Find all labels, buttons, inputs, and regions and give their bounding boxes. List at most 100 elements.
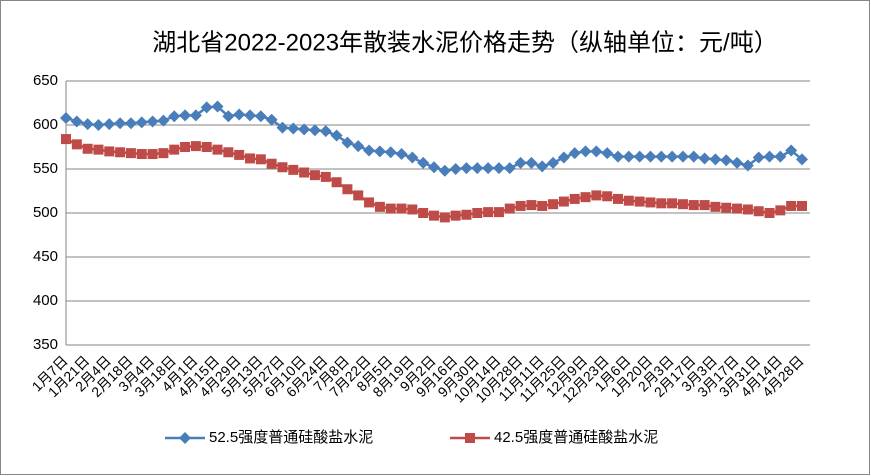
y-tick-label: 500 (33, 204, 58, 221)
marker (721, 202, 732, 213)
marker (266, 158, 277, 169)
y-tick-label: 650 (33, 72, 58, 89)
marker (514, 156, 527, 169)
marker (146, 115, 159, 128)
marker (536, 160, 549, 173)
marker (687, 150, 700, 163)
marker (471, 162, 484, 175)
y-tick-label: 400 (33, 292, 58, 309)
marker (406, 151, 419, 164)
marker (168, 110, 181, 123)
marker (525, 156, 538, 169)
marker (622, 150, 635, 163)
marker (613, 193, 623, 204)
marker (308, 124, 321, 137)
marker (655, 150, 668, 163)
marker (537, 200, 548, 211)
marker (699, 200, 710, 211)
marker (200, 101, 213, 114)
marker (483, 207, 494, 218)
marker (775, 205, 786, 216)
marker (742, 204, 753, 215)
marker (82, 143, 93, 154)
marker (753, 206, 764, 217)
marker (135, 116, 148, 129)
marker (460, 162, 473, 175)
marker (710, 201, 721, 212)
marker (395, 148, 408, 161)
marker (180, 142, 191, 152)
marker (320, 171, 331, 182)
marker (731, 156, 744, 169)
marker (287, 122, 300, 135)
marker (612, 150, 624, 163)
marker (179, 109, 192, 122)
marker (548, 199, 559, 210)
marker (407, 204, 418, 215)
marker (492, 162, 505, 175)
marker (245, 153, 255, 164)
marker (417, 156, 430, 169)
marker (244, 109, 256, 122)
marker (374, 201, 385, 212)
marker (472, 208, 483, 218)
marker (667, 198, 678, 209)
marker (104, 146, 115, 157)
marker (189, 109, 202, 122)
marker (254, 110, 267, 123)
legend-label: 52.5强度普通硅酸盐水泥 (209, 429, 373, 446)
marker (763, 150, 776, 163)
marker (666, 150, 679, 163)
marker (645, 197, 656, 208)
marker (590, 145, 603, 158)
marker (299, 167, 310, 178)
marker (656, 198, 667, 209)
marker (61, 134, 71, 145)
marker (103, 118, 116, 131)
marker (352, 140, 365, 153)
marker (720, 154, 733, 167)
chart-title: 湖北省2022-2023年散装水泥价格走势（纵轴单位：元/吨） (152, 29, 777, 56)
marker (211, 100, 224, 113)
marker (341, 136, 354, 149)
marker (115, 147, 126, 158)
marker (223, 147, 234, 158)
marker (114, 117, 127, 130)
marker (277, 162, 288, 173)
marker (602, 191, 613, 202)
marker (60, 111, 72, 124)
marker (797, 200, 807, 211)
marker (157, 114, 170, 127)
marker (449, 163, 462, 175)
marker (212, 144, 223, 155)
marker (503, 162, 516, 175)
marker (373, 145, 386, 158)
marker (93, 144, 104, 155)
marker (169, 144, 180, 155)
marker (547, 156, 560, 169)
marker (515, 200, 526, 211)
marker (644, 150, 657, 163)
marker (709, 153, 722, 166)
marker (764, 208, 775, 218)
marker (786, 200, 797, 211)
marker (591, 190, 602, 201)
marker (331, 177, 342, 188)
marker (774, 150, 787, 163)
marker (92, 119, 105, 131)
marker (504, 203, 515, 214)
marker (688, 200, 699, 211)
marker (233, 108, 246, 121)
marker (255, 154, 266, 165)
marker (482, 162, 495, 175)
marker (364, 197, 375, 208)
y-tick-label: 550 (33, 160, 58, 177)
marker (71, 139, 82, 150)
marker (353, 190, 364, 201)
marker (450, 210, 461, 221)
marker (461, 209, 472, 220)
marker (384, 146, 397, 159)
marker (741, 159, 754, 172)
